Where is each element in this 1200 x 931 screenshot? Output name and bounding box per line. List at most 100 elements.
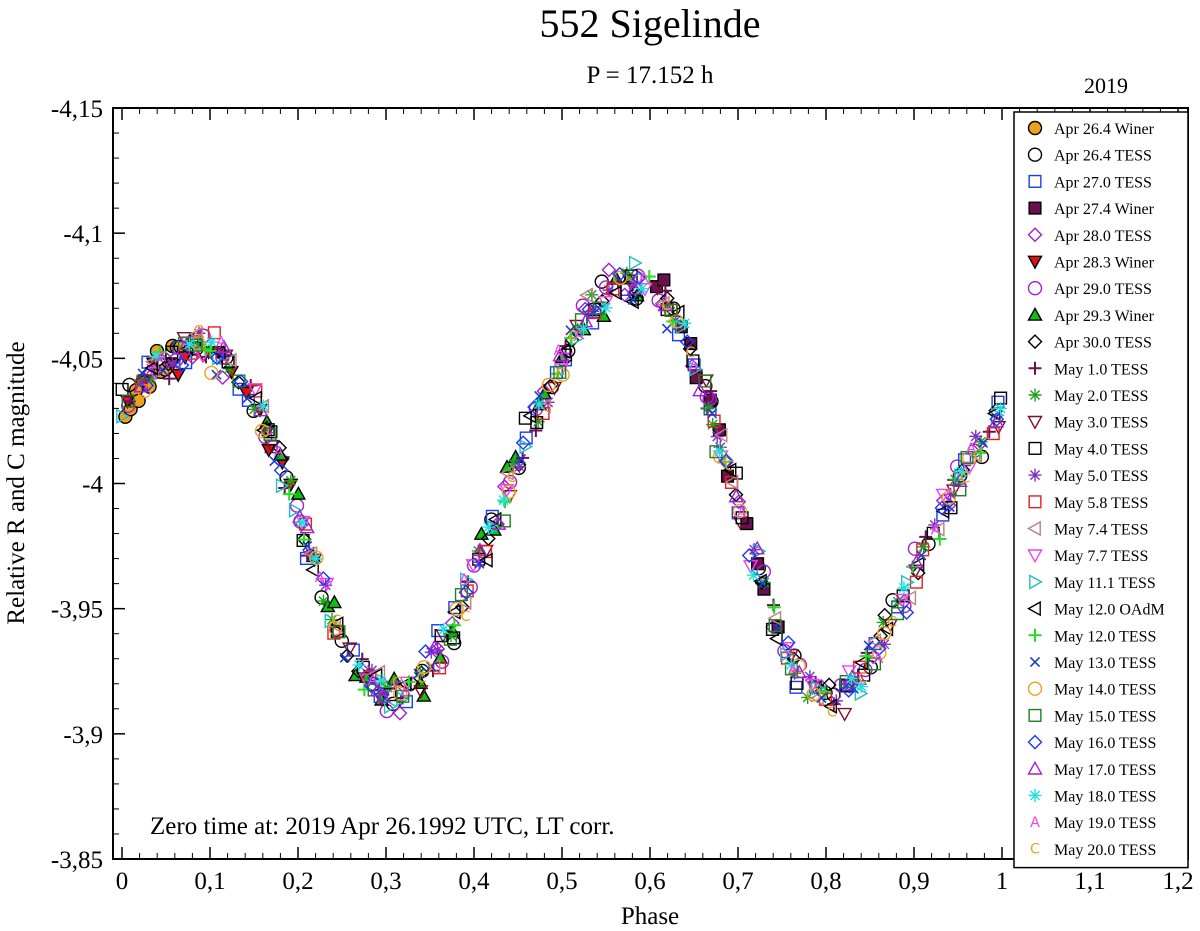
data-point: [383, 698, 398, 715]
data-point: [393, 686, 408, 701]
data-point: [529, 424, 543, 438]
legend-item: Apr 30.0 TESS: [1027, 334, 1152, 352]
data-point: [352, 658, 366, 672]
data-point: [865, 649, 881, 665]
data-point: [158, 365, 169, 376]
data-point: [319, 578, 333, 592]
legend-item: Apr 29.3 Winer: [1027, 306, 1155, 325]
data-point: [541, 377, 557, 393]
legend-item: May 4.0 TESS: [1028, 441, 1148, 458]
legend-label: May 1.0 TESS: [1054, 361, 1148, 378]
data-point: [686, 354, 700, 368]
legend-label: May 16.0 TESS: [1054, 735, 1156, 752]
data-point: [930, 521, 945, 537]
svg-text:C: C: [417, 671, 427, 687]
legend-marker: [1027, 549, 1043, 564]
x-tick-label: 0,8: [810, 868, 841, 895]
data-point: [515, 453, 527, 465]
data-point: [490, 515, 507, 530]
series-points: [144, 271, 983, 706]
data-point: [413, 685, 429, 699]
data-point: [363, 678, 379, 694]
x-axis-label: Phase: [621, 903, 679, 930]
data-point: [447, 631, 461, 645]
data-point: A: [737, 505, 747, 521]
tick-layer: 0 0,1 0,2 0,3 0,4 0,5 0,6 0,7 0,8 0,9 1 1,1 1,2 -4,15…: [51, 96, 1194, 895]
data-point: [309, 550, 324, 565]
data-point: [890, 607, 905, 621]
data-point: [241, 393, 253, 404]
data-point: [749, 540, 765, 555]
series-points: [144, 278, 983, 708]
data-point: [767, 600, 781, 614]
legend-label: May 14.0 TESS: [1054, 682, 1156, 699]
data-point: [876, 615, 890, 629]
legend-marker: [1027, 520, 1041, 537]
data-point: [752, 573, 767, 589]
data-point: C: [507, 470, 517, 486]
data-point: [392, 705, 408, 721]
svg-text:A: A: [157, 349, 167, 365]
data-point: [607, 285, 622, 301]
svg-text:A: A: [274, 445, 284, 461]
legend-item: Apr 28.0 TESS: [1027, 227, 1152, 245]
legend-marker: [1029, 574, 1043, 590]
data-point: [302, 540, 313, 552]
series-points: [118, 338, 188, 424]
data-point: [879, 621, 894, 637]
data-point: A: [216, 335, 226, 351]
data-point: [472, 555, 486, 569]
legend-marker: [1027, 281, 1043, 296]
data-point: [507, 457, 521, 471]
y-tick-label: -3,95: [51, 597, 103, 624]
legend-label: Apr 29.3 Winer: [1054, 308, 1155, 325]
data-point: [747, 543, 761, 557]
data-point: [747, 568, 761, 582]
data-point: [928, 518, 942, 532]
data-point: [326, 594, 343, 609]
data-point: [877, 637, 891, 651]
legend-marker: [1028, 789, 1042, 802]
data-point: [389, 678, 403, 692]
data-point: [365, 663, 379, 677]
data-point: C: [331, 613, 341, 629]
legend-item: May 11.1 TESS: [1029, 574, 1156, 592]
data-point: [413, 668, 424, 679]
data-point: A: [274, 445, 284, 461]
y-tick-label: -4,15: [51, 96, 103, 123]
data-point: [698, 374, 712, 388]
x-tick-label: 0,7: [722, 868, 753, 895]
svg-text:C: C: [686, 345, 696, 361]
data-point: [375, 688, 392, 703]
data-point: [684, 358, 700, 374]
data-point: [497, 493, 511, 507]
data-point: [894, 593, 910, 608]
legend-label: May 20.0 TESS: [1054, 842, 1156, 859]
data-point: [370, 682, 386, 697]
legend-label: May 7.7 TESS: [1054, 548, 1148, 565]
data-point: [247, 402, 261, 416]
legend-marker: [1027, 760, 1043, 775]
data-point: [859, 649, 873, 663]
legend-marker: [1028, 201, 1042, 215]
data-point: A: [315, 570, 325, 586]
svg-text:A: A: [368, 673, 378, 689]
data-point: [192, 326, 206, 340]
data-point: [205, 335, 219, 349]
data-point: [944, 487, 958, 501]
data-point: A: [401, 683, 411, 699]
data-point: [165, 357, 179, 371]
data-point: [522, 408, 537, 424]
data-point: [713, 440, 727, 454]
legend-marker: [1027, 681, 1043, 696]
data-point: [230, 374, 246, 390]
legend-label: May 19.0 TESS: [1054, 815, 1156, 832]
data-point: [818, 685, 832, 699]
legend-label: May 3.0 TESS: [1054, 415, 1148, 432]
data-point: [988, 413, 1005, 428]
data-point: [780, 635, 796, 651]
data-point: [416, 660, 432, 675]
data-point: [499, 465, 514, 481]
data-point: [374, 687, 390, 703]
